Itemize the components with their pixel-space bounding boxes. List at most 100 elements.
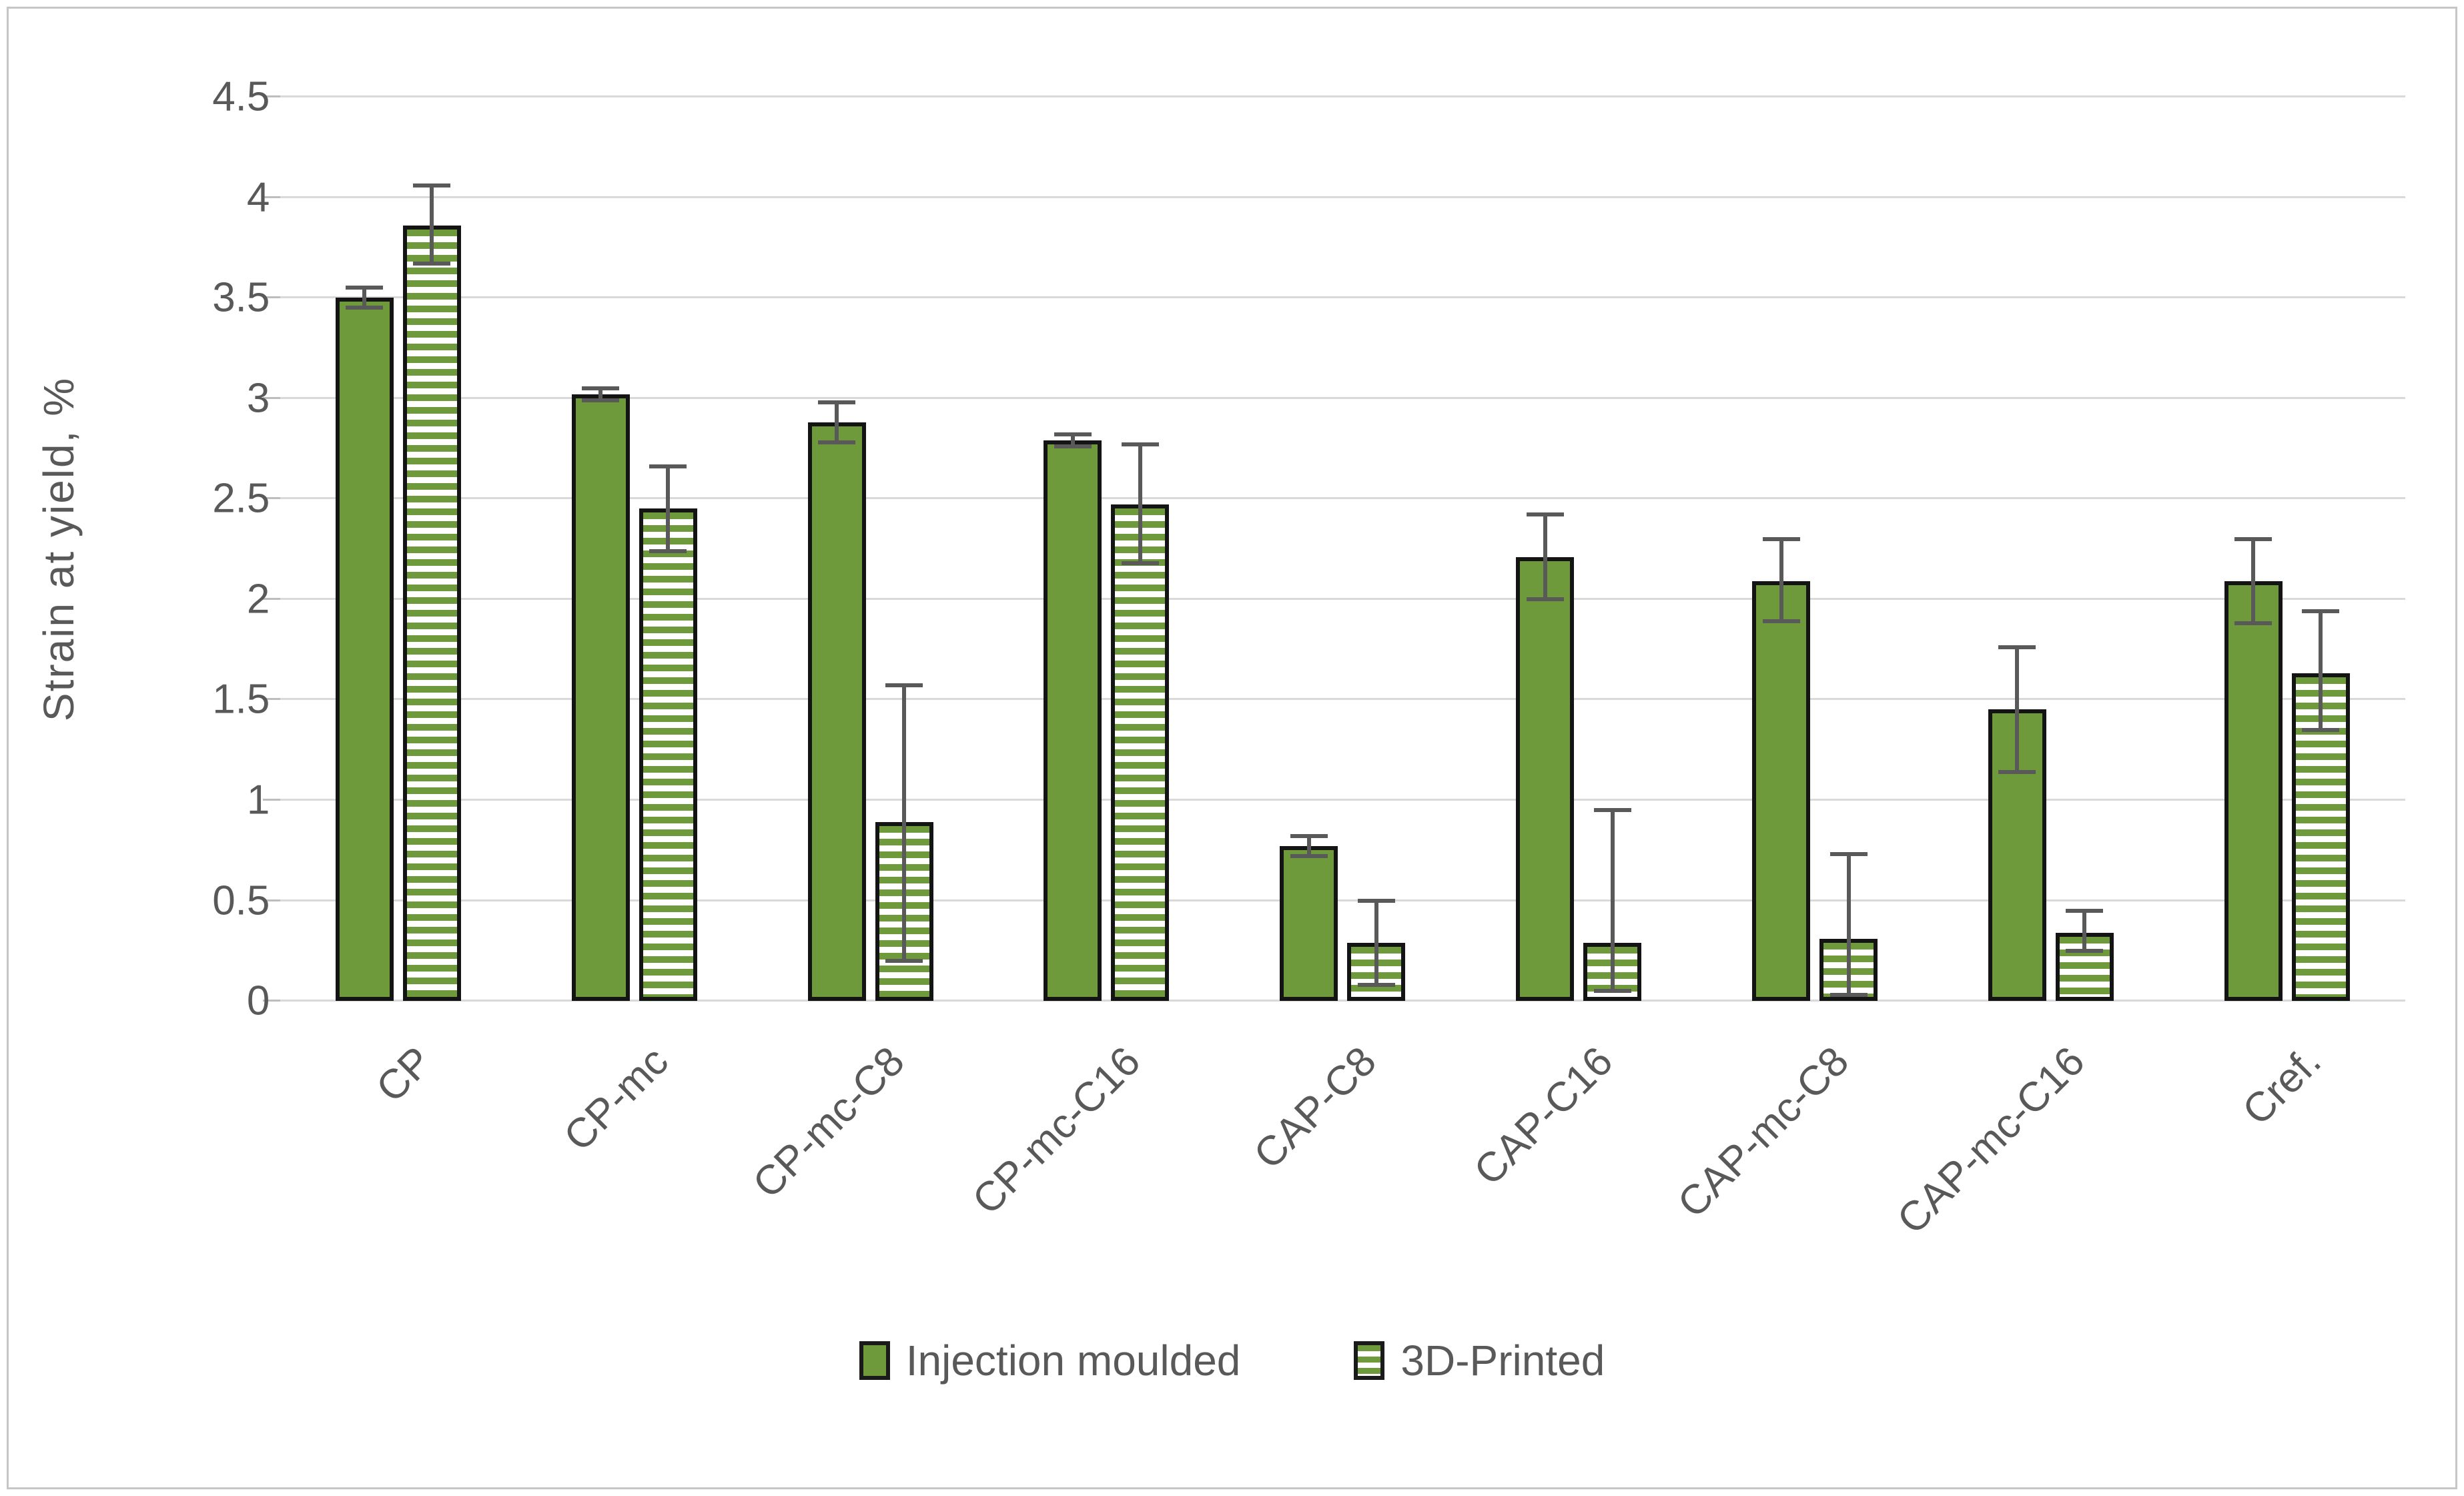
error-bar-cap-top <box>2234 536 2273 541</box>
error-bar <box>2015 647 2020 772</box>
legend-label: Injection moulded <box>905 1337 1241 1385</box>
error-bar-cap-top <box>1829 852 1868 857</box>
plot-area <box>262 95 2405 1002</box>
error-bar-cap-bottom <box>346 306 384 310</box>
error-bar <box>1374 900 1378 986</box>
error-bar-cap-top <box>1357 898 1395 903</box>
y-axis-tick <box>262 597 280 600</box>
bar-injection-moulded-cap-c16 <box>1516 556 1575 1002</box>
y-axis-title: Strain at yield, % <box>35 376 83 721</box>
error-bar-cap-bottom <box>413 261 451 266</box>
error-bar <box>2082 910 2087 951</box>
y-tick-label: 1.5 <box>212 676 270 723</box>
y-axis-tick <box>262 899 280 901</box>
error-bar-cap-bottom <box>1290 854 1328 859</box>
bar-injection-moulded-cref. <box>2224 581 2283 1002</box>
error-bar-cap-top <box>1290 834 1328 839</box>
bar-injection-moulded-cp-mc-c16 <box>1044 440 1102 1002</box>
legend-swatch-striped <box>1354 1341 1385 1381</box>
gridline <box>280 899 2405 901</box>
x-category-label: CAP-C8 <box>1245 1038 1386 1178</box>
error-bar <box>2251 538 2256 623</box>
y-tick-label: 1 <box>246 777 270 823</box>
error-bar-cap-top <box>1762 536 1800 541</box>
gridline <box>280 296 2405 299</box>
error-bar-cap-bottom <box>649 548 687 553</box>
error-bar-cap-bottom <box>2302 727 2340 732</box>
error-bar-cap-bottom <box>1593 989 1631 994</box>
gridline <box>280 396 2405 399</box>
error-bar <box>902 685 907 961</box>
y-axis-tick <box>262 1000 280 1002</box>
error-bar-cap-bottom <box>1357 983 1395 988</box>
x-category-label: CAP-C16 <box>1465 1038 1622 1195</box>
gridline <box>280 698 2405 701</box>
error-bar <box>1610 810 1615 992</box>
x-axis-labels: CP CP-mc CP-mc-C8 CP-mc-C16 CAP-C8 CAP-C16 CAP… <box>280 1010 2405 1249</box>
error-bar <box>1846 854 1851 996</box>
x-category-label: CP-mc-C16 <box>963 1038 1150 1224</box>
error-bar <box>2319 611 2323 730</box>
y-tick-label: 3.5 <box>212 274 270 321</box>
error-bar <box>362 288 367 308</box>
error-bar-cap-bottom <box>885 958 923 963</box>
y-tick-label: 2 <box>246 576 270 623</box>
y-axis-tick <box>262 698 280 701</box>
error-bar-cap-top <box>413 183 451 188</box>
error-bar-cap-top <box>1526 512 1564 517</box>
error-bar-cap-top <box>649 464 687 469</box>
gridline <box>280 799 2405 801</box>
error-bar-cap-bottom <box>818 440 856 444</box>
y-axis-tick <box>262 296 280 299</box>
bar-injection-moulded-cp <box>335 298 394 1002</box>
y-axis-tick <box>262 396 280 399</box>
error-bar <box>666 466 671 551</box>
legend-item-injection-moulded: Injection moulded <box>859 1336 1241 1385</box>
error-bar-cap-top <box>1054 432 1092 436</box>
y-axis-tick <box>262 497 280 500</box>
bar-injection-moulded-cp-mc <box>571 394 630 1002</box>
y-axis-tick <box>262 95 280 98</box>
error-bar-cap-top <box>2066 908 2104 913</box>
error-bar-cap-bottom <box>2066 948 2104 953</box>
bar-3d-printed-cp-mc-c16 <box>1111 504 1170 1002</box>
legend-swatch-solid <box>859 1341 890 1381</box>
y-axis-tick <box>262 196 280 198</box>
legend-item-3d-printed: 3D-Printed <box>1354 1336 1605 1385</box>
error-bar-cap-top <box>818 400 856 404</box>
gridline <box>280 95 2405 98</box>
bar-injection-moulded-cap-c8 <box>1280 846 1338 1002</box>
x-category-label: CP <box>367 1038 441 1112</box>
gridline <box>280 597 2405 600</box>
x-category-label: CP-mc <box>554 1038 677 1160</box>
error-bar <box>598 388 603 400</box>
y-axis-tick <box>262 799 280 801</box>
error-bar-cap-top <box>2302 609 2340 613</box>
error-bar-cap-top <box>885 683 923 688</box>
bar-injection-moulded-cap-mc-c8 <box>1752 581 1811 1002</box>
error-bar <box>1138 444 1142 563</box>
error-bar-cap-bottom <box>1829 993 1868 998</box>
error-bar-cap-top <box>1121 442 1159 446</box>
x-category-label: Cref. <box>2233 1038 2330 1134</box>
x-category-label: CAP-mc-C16 <box>1888 1038 2094 1244</box>
y-tick-label: 0.5 <box>212 877 270 924</box>
y-tick-label: 2.5 <box>212 475 270 522</box>
legend: Injection moulded 3D-Printed <box>0 1336 2464 1385</box>
error-bar-cap-bottom <box>1998 769 2036 774</box>
error-bar-cap-top <box>1593 808 1631 813</box>
bar-3d-printed-cp-mc <box>639 508 697 1002</box>
error-bar-cap-top <box>582 386 620 390</box>
error-bar <box>835 402 839 442</box>
error-bar-cap-bottom <box>1526 597 1564 601</box>
gridline <box>280 1000 2405 1002</box>
y-tick-label: 4 <box>246 174 270 221</box>
error-bar-cap-top <box>346 286 384 290</box>
error-bar-cap-top <box>1998 645 2036 650</box>
error-bar <box>1543 514 1547 599</box>
error-bar <box>1070 434 1075 447</box>
legend-label: 3D-Printed <box>1400 1337 1605 1385</box>
bar-injection-moulded-cp-mc-c8 <box>807 422 866 1002</box>
x-category-label: CAP-mc-C8 <box>1669 1038 1858 1227</box>
error-bar-cap-bottom <box>582 398 620 402</box>
